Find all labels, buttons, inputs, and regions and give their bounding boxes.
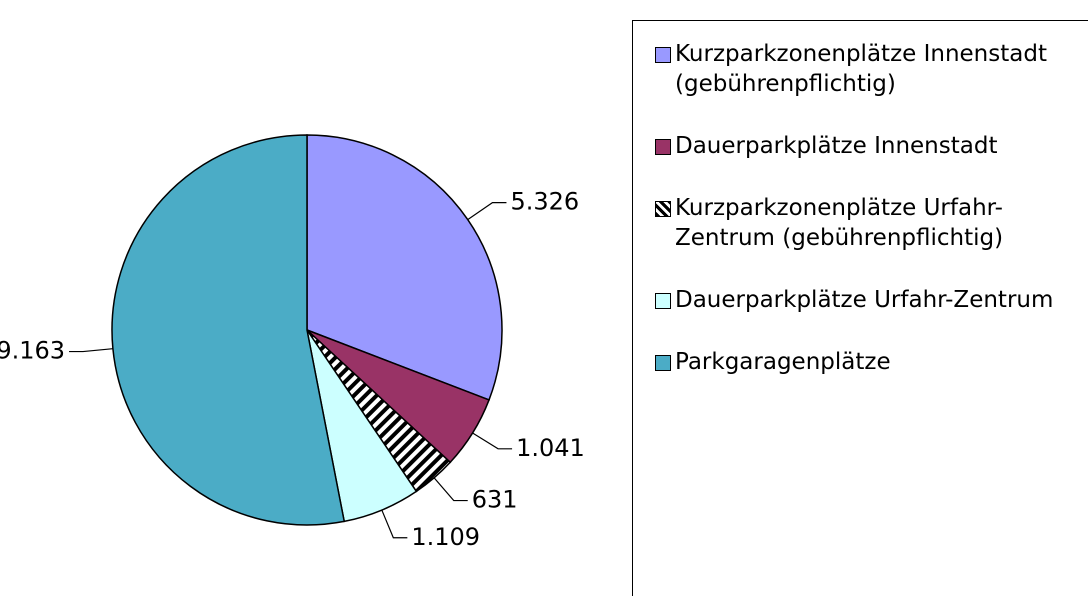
- legend-swatch: [655, 139, 671, 155]
- leader-line: [433, 477, 468, 502]
- legend-label: Parkgaragenplätze: [675, 349, 891, 375]
- legend-swatch: [655, 355, 671, 371]
- leader-line: [69, 348, 113, 353]
- data-label: 1.109: [411, 523, 480, 551]
- legend-label: Kurzparkzonenplätze Urfahr-Zentrum (gebü…: [675, 195, 1004, 251]
- legend-swatch: [655, 47, 671, 63]
- legend-item: Kurzparkzonenplätze Innenstadt (gebühren…: [655, 39, 1088, 99]
- leader-line: [472, 432, 513, 450]
- data-label: 631: [472, 486, 518, 514]
- data-label: 1.041: [516, 434, 585, 462]
- legend-item: Kurzparkzonenplätze Urfahr-Zentrum (gebü…: [655, 193, 1088, 253]
- legend-item: Parkgaragenplätze: [655, 347, 1088, 377]
- data-label: 5.326: [510, 188, 579, 216]
- chart: 5.326 1.041 631 1.109 9.163: [0, 134, 585, 551]
- legend-label: Dauerparkplätze Urfahr-Zentrum: [675, 287, 1054, 313]
- legend: Kurzparkzonenplätze Innenstadt (gebühren…: [632, 20, 1088, 596]
- legend-label: Kurzparkzonenplätze Innenstadt (gebühren…: [675, 41, 1047, 97]
- legend-swatch: [655, 293, 671, 309]
- leader-line: [381, 509, 408, 539]
- leader-line: [467, 201, 507, 221]
- legend-item: Dauerparkplätze Innenstadt: [655, 131, 1088, 161]
- legend-swatch: [655, 201, 671, 217]
- data-label: 9.163: [0, 337, 65, 365]
- legend-item: Dauerparkplätze Urfahr-Zentrum: [655, 285, 1088, 315]
- legend-label: Dauerparkplätze Innenstadt: [675, 133, 998, 159]
- pie-slice: [306, 134, 503, 401]
